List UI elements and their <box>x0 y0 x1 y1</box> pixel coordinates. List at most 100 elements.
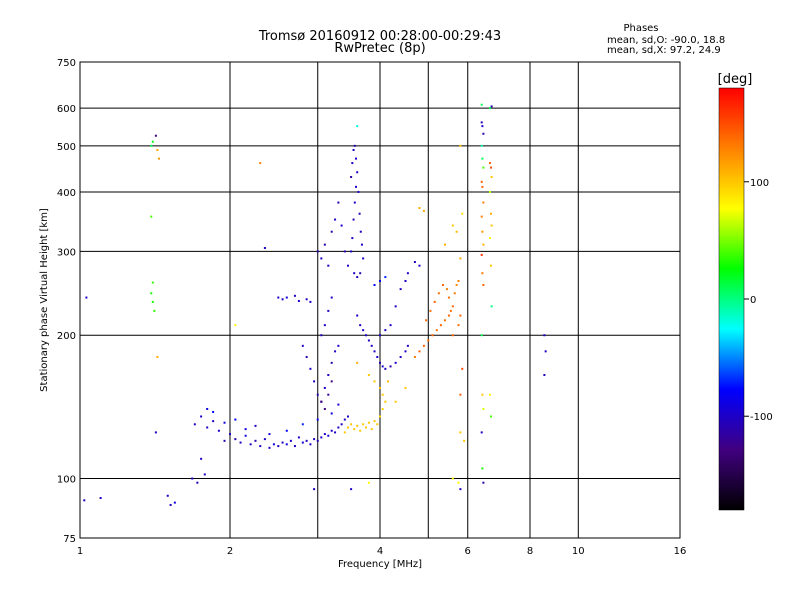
data-point <box>373 350 376 353</box>
data-point <box>459 393 462 396</box>
data-point <box>340 423 343 426</box>
data-point <box>157 157 160 160</box>
y-axis-label: Stationary phase Virtual Height [km] <box>39 208 50 392</box>
data-point <box>153 309 156 312</box>
data-point <box>490 175 493 178</box>
data-point <box>373 284 376 287</box>
data-point <box>83 499 86 502</box>
data-point <box>313 488 316 491</box>
data-point <box>334 218 337 221</box>
data-point <box>289 439 292 442</box>
data-point <box>481 393 484 396</box>
data-point <box>156 148 159 151</box>
data-point <box>356 361 359 364</box>
x-tick-label: 16 <box>674 546 687 557</box>
data-point <box>234 324 237 327</box>
data-point <box>455 284 458 287</box>
data-point <box>359 429 362 432</box>
data-point <box>406 344 409 347</box>
data-point <box>353 272 356 275</box>
data-point <box>330 412 333 415</box>
data-point <box>451 224 454 227</box>
y-tick-label: 600 <box>57 104 76 115</box>
data-point <box>327 434 330 437</box>
data-point <box>293 445 296 448</box>
data-point <box>356 276 359 279</box>
data-point <box>359 230 362 233</box>
data-point <box>413 356 416 359</box>
data-point <box>489 393 492 396</box>
data-point <box>543 374 546 377</box>
colorbar <box>718 87 745 511</box>
data-point <box>320 334 323 337</box>
data-point <box>480 103 483 106</box>
data-point <box>193 423 196 426</box>
data-point <box>327 309 330 312</box>
data-point <box>200 415 203 418</box>
y-tick-label: 300 <box>57 247 76 258</box>
data-point <box>370 428 373 431</box>
data-point <box>305 356 308 359</box>
data-point <box>327 374 330 377</box>
data-point <box>330 380 333 383</box>
data-point <box>433 300 436 303</box>
data-point <box>439 324 442 327</box>
data-point <box>330 296 333 299</box>
data-point <box>353 201 356 204</box>
data-point <box>352 218 355 221</box>
data-point <box>373 380 376 383</box>
data-point <box>350 175 353 178</box>
data-point <box>301 423 304 426</box>
data-point <box>489 166 492 169</box>
data-point <box>268 446 271 449</box>
data-point <box>480 431 483 434</box>
grid-lines <box>79 62 681 538</box>
data-point <box>379 280 381 283</box>
x-tick-label: 2 <box>227 546 233 557</box>
data-point <box>316 250 319 253</box>
data-point <box>285 429 288 432</box>
data-point <box>482 132 485 135</box>
data-point <box>418 350 421 353</box>
data-point <box>445 288 448 291</box>
x-tick-label: 10 <box>572 546 585 557</box>
data-point <box>354 157 357 160</box>
data-point <box>263 438 266 441</box>
data-point <box>356 424 359 427</box>
x-axis-label: Frequency [MHz] <box>338 559 422 570</box>
data-point <box>365 426 368 429</box>
data-point <box>234 438 237 441</box>
data-point <box>316 418 319 421</box>
data-point <box>320 400 323 403</box>
data-point <box>223 421 226 424</box>
data-point <box>362 329 365 332</box>
data-point <box>346 426 349 429</box>
data-point <box>350 488 353 491</box>
data-point <box>431 334 434 337</box>
data-point <box>457 280 460 283</box>
data-point <box>367 421 370 424</box>
data-point <box>481 125 484 128</box>
data-point <box>384 276 387 279</box>
data-point <box>334 350 337 353</box>
data-point <box>323 407 326 410</box>
data-point <box>150 215 153 218</box>
data-point <box>254 439 257 442</box>
data-point <box>353 144 356 147</box>
data-point <box>418 207 421 210</box>
data-point <box>268 433 271 436</box>
data-point <box>373 420 376 423</box>
data-point <box>362 257 365 260</box>
data-point <box>482 243 485 246</box>
data-point <box>455 230 458 233</box>
data-point <box>406 272 409 275</box>
data-point <box>200 457 203 460</box>
data-point <box>323 433 326 436</box>
data-point <box>309 443 312 446</box>
data-point <box>285 296 288 299</box>
data-point <box>350 423 353 426</box>
data-point <box>277 445 280 448</box>
data-point <box>301 344 304 347</box>
data-point <box>305 439 308 442</box>
data-point <box>281 441 284 444</box>
